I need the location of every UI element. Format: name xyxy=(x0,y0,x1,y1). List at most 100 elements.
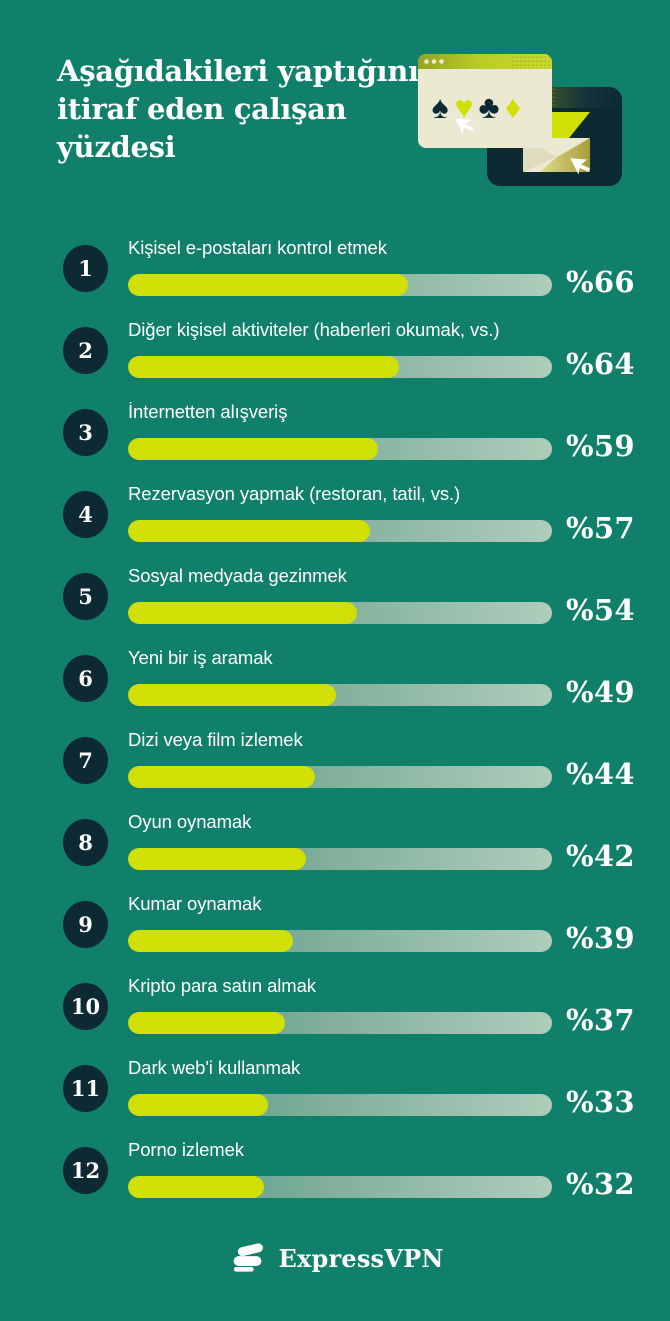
bar-value: %33 xyxy=(566,1085,635,1119)
chart-row: 4 Rezervasyon yapmak (restoran, tatil, v… xyxy=(63,482,635,543)
footer: ExpressVPN xyxy=(0,1240,670,1276)
bar-track xyxy=(128,1094,552,1116)
row-main: Diğer kişisel aktiviteler (haberleri oku… xyxy=(128,318,552,378)
bar-track xyxy=(128,602,552,624)
chart-row: 3 İnternetten alışveriş %59 xyxy=(63,400,635,461)
bar-label: Kişisel e-postaları kontrol etmek xyxy=(128,237,387,258)
chart-row: 2 Diğer kişisel aktiviteler (haberleri o… xyxy=(63,318,635,379)
rank-badge: 6 xyxy=(63,655,108,702)
rank-number: 4 xyxy=(78,502,93,527)
bar-label: Porno izlemek xyxy=(128,1139,244,1160)
rank-badge: 7 xyxy=(63,737,108,784)
browser-cards-illustration: ♠ ♥ ♣ ♦ xyxy=(418,54,622,186)
bar-track xyxy=(128,274,552,296)
rank-badge: 12 xyxy=(63,1147,108,1194)
bar-label: İnternetten alışveriş xyxy=(128,401,288,422)
bar-label: Rezervasyon yapmak (restoran, tatil, vs.… xyxy=(128,483,461,504)
bar-track xyxy=(128,766,552,788)
window-dot xyxy=(439,59,444,64)
bar-value: %49 xyxy=(566,675,635,709)
bar-fill xyxy=(128,1176,264,1198)
rank-number: 10 xyxy=(70,994,101,1019)
expressvpn-logo-icon xyxy=(233,1243,263,1272)
bar-chart: 1 Kişisel e-postaları kontrol etmek %66 … xyxy=(63,236,635,1199)
bar-track xyxy=(128,1012,552,1034)
rank-number: 2 xyxy=(78,338,93,363)
rank-badge: 5 xyxy=(63,573,108,620)
cursor-icon xyxy=(570,158,590,175)
row-main: Yeni bir iş aramak xyxy=(128,646,552,706)
chart-row: 5 Sosyal medyada gezinmek %54 xyxy=(63,564,635,625)
bar-fill xyxy=(128,848,307,870)
rank-number: 1 xyxy=(78,256,93,281)
bar-value: %37 xyxy=(566,1003,635,1037)
row-main: Kripto para satın almak xyxy=(128,974,552,1034)
chart-row: 1 Kişisel e-postaları kontrol etmek %66 xyxy=(63,236,635,297)
rank-number: 7 xyxy=(78,748,93,773)
chart-row: 6 Yeni bir iş aramak %49 xyxy=(63,646,635,707)
chart-row: 10 Kripto para satın almak %37 xyxy=(63,974,635,1035)
row-main: Dizi veya film izlemek xyxy=(128,728,552,788)
page-title: Aşağıdakileri yaptığını itiraf eden çalı… xyxy=(57,54,419,164)
bar-value: %32 xyxy=(566,1167,635,1201)
chart-row: 7 Dizi veya film izlemek %44 xyxy=(63,728,635,789)
chart-row: 9 Kumar oynamak %39 xyxy=(63,892,635,953)
bar-fill xyxy=(128,1012,285,1034)
rank-number: 11 xyxy=(70,1076,101,1101)
chart-row: 8 Oyun oynamak %42 xyxy=(63,810,635,871)
bar-fill xyxy=(128,438,379,460)
chart-row: 12 Porno izlemek %32 xyxy=(63,1138,635,1199)
rank-badge: 8 xyxy=(63,819,108,866)
bar-label: Dark web'i kullanmak xyxy=(128,1057,301,1078)
bar-track xyxy=(128,848,552,870)
rank-badge: 11 xyxy=(63,1065,108,1112)
bar-label: Dizi veya film izlemek xyxy=(128,729,303,750)
bar-fill xyxy=(128,766,315,788)
rank-badge: 10 xyxy=(63,983,108,1030)
bar-value: %64 xyxy=(566,347,635,381)
rank-badge: 2 xyxy=(63,327,108,374)
rank-badge: 3 xyxy=(63,409,108,456)
bar-fill xyxy=(128,356,400,378)
bar-fill xyxy=(128,520,370,542)
diamond-icon: ♦ xyxy=(505,89,521,125)
bar-track xyxy=(128,438,552,460)
rank-number: 5 xyxy=(78,584,93,609)
rank-badge: 1 xyxy=(63,245,108,292)
bar-fill xyxy=(128,1094,268,1116)
browser-window: ♠ ♥ ♣ ♦ xyxy=(418,54,552,148)
bar-value: %66 xyxy=(566,265,635,299)
rank-number: 9 xyxy=(78,912,93,937)
window-dot xyxy=(431,59,437,64)
bar-track xyxy=(128,520,552,542)
heart-icon: ♥ xyxy=(455,89,474,125)
window-dot xyxy=(424,59,429,64)
bar-value: %42 xyxy=(566,839,635,873)
bar-fill xyxy=(128,274,408,296)
bar-track xyxy=(128,1176,552,1198)
bar-value: %39 xyxy=(566,921,635,955)
row-main: Porno izlemek xyxy=(128,1138,552,1198)
bar-fill xyxy=(128,602,357,624)
bar-label: Kripto para satın almak xyxy=(128,975,316,996)
brand-name: ExpressVPN xyxy=(278,1243,444,1273)
bar-value: %54 xyxy=(566,593,635,627)
bar-value: %44 xyxy=(566,757,635,791)
row-main: Rezervasyon yapmak (restoran, tatil, vs.… xyxy=(128,482,552,542)
row-main: Dark web'i kullanmak xyxy=(128,1056,552,1116)
bar-label: Oyun oynamak xyxy=(128,811,252,832)
row-main: Kişisel e-postaları kontrol etmek xyxy=(128,236,552,296)
row-main: Oyun oynamak xyxy=(128,810,552,870)
bar-value: %57 xyxy=(566,511,635,545)
bar-track xyxy=(128,356,552,378)
bar-fill xyxy=(128,930,294,952)
bar-value: %59 xyxy=(566,429,635,463)
rank-number: 12 xyxy=(70,1158,101,1183)
row-main: Sosyal medyada gezinmek xyxy=(128,564,552,624)
row-main: İnternetten alışveriş xyxy=(128,400,552,460)
club-icon: ♣ xyxy=(479,89,500,125)
rank-badge: 4 xyxy=(63,491,108,538)
bar-label: Diğer kişisel aktiviteler (haberleri oku… xyxy=(128,319,500,340)
cursor-icon xyxy=(454,118,474,134)
